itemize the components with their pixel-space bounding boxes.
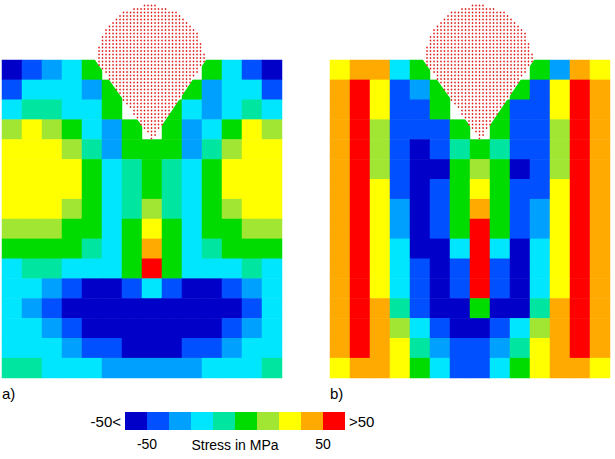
svg-text:>50: >50 [349,413,374,430]
svg-text:b): b) [330,385,343,402]
svg-text:-50: -50 [137,436,157,452]
svg-text:50: 50 [315,436,331,452]
svg-text:a): a) [2,385,15,402]
svg-text:Stress in MPa: Stress in MPa [191,437,278,453]
svg-text:-50<: -50< [91,413,122,430]
